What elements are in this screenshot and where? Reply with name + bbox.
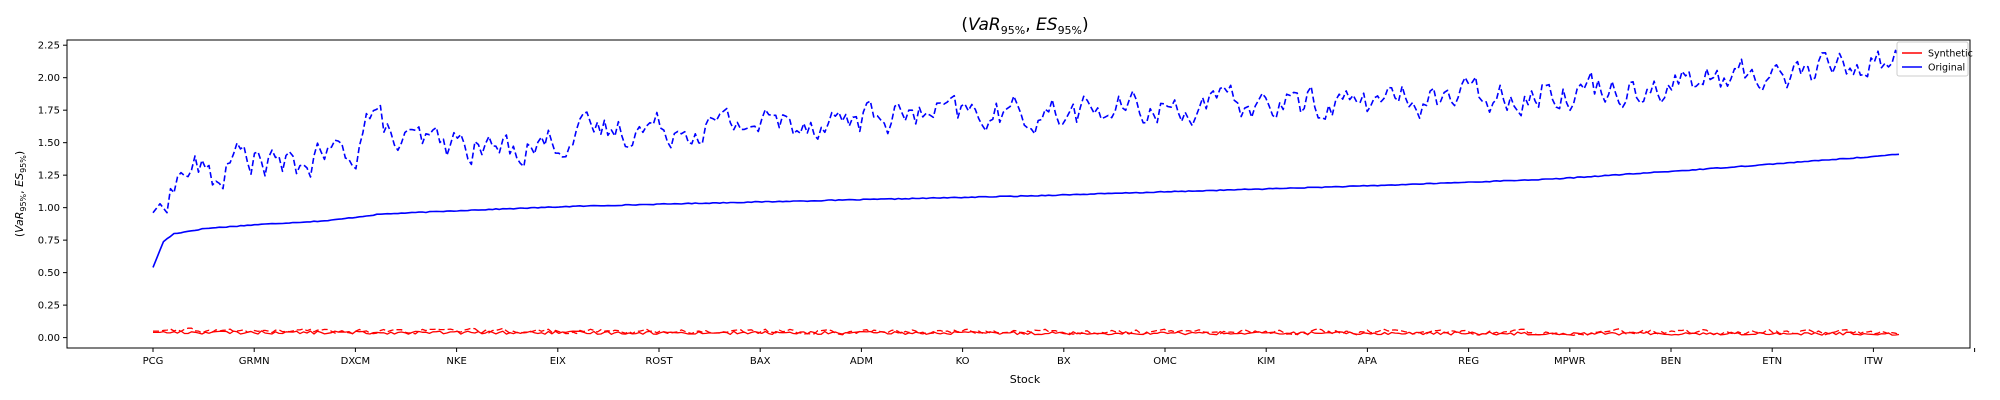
y-tick-label: 1.50	[38, 138, 60, 149]
x-tick-label: APA	[1358, 356, 1377, 367]
y-tick-label: 0.75	[38, 236, 60, 247]
series-line-synthetic-es	[153, 327, 1900, 337]
x-tick-label: ADM	[850, 356, 873, 367]
y-tick-label: 1.25	[38, 171, 60, 182]
x-tick-label: REG	[1458, 356, 1479, 367]
x-tick-label: OMC	[1153, 356, 1176, 367]
x-tick-label: ETN	[1762, 356, 1782, 367]
legend: Synthetic Original	[1896, 41, 1973, 77]
x-tick-label: ROST	[645, 356, 673, 367]
x-tick-label: PCG	[143, 356, 164, 367]
x-tick-label: KIM	[1257, 356, 1275, 367]
series-line-original-var	[152, 153, 1900, 268]
y-tick-label: 0.50	[38, 268, 60, 279]
x-tick-label: EIX	[550, 356, 566, 367]
legend-label-original: Original	[1928, 63, 1965, 74]
legend-label-synthetic: Synthetic	[1928, 49, 1973, 60]
x-tick-label: GRMN	[239, 356, 270, 367]
series-line-original-es	[152, 49, 1900, 214]
y-tick-label: 1.00	[38, 203, 60, 214]
y-tick-label: 0.25	[38, 301, 60, 312]
y-axis: 0.00 0.25 0.50 0.75 1.00 1.25 1.50 1.75 2.00 2.25	[38, 41, 67, 344]
y-axis-label: (VaR95%, ES95%)	[13, 151, 28, 237]
chart-title: (VaR95%, ES95%)	[961, 15, 1088, 37]
y-tick-label: 1.75	[38, 106, 60, 117]
x-tick-label: KO	[956, 356, 970, 367]
series-line-synthetic-var	[153, 330, 1900, 336]
x-tick-label: DXCM	[341, 356, 370, 367]
x-tick-label: MPWR	[1554, 356, 1586, 367]
plot-frame	[66, 39, 1971, 349]
x-axis-label: Stock	[1010, 373, 1041, 386]
x-tick-label: BX	[1057, 356, 1071, 367]
x-axis: PCG GRMN DXCM NKE EIX ROST BAX ADM KO BX OMC KIM APA…	[143, 348, 1976, 367]
plot-area	[152, 49, 1900, 337]
y-tick-label: 2.00	[38, 73, 60, 84]
x-tick-label: NKE	[446, 356, 466, 367]
y-tick-label: 0.00	[38, 333, 60, 344]
y-tick-label: 2.25	[38, 41, 60, 52]
x-tick-label: BEN	[1661, 356, 1682, 367]
x-tick-label: BAX	[750, 356, 771, 367]
x-tick-label: ITW	[1864, 356, 1883, 367]
